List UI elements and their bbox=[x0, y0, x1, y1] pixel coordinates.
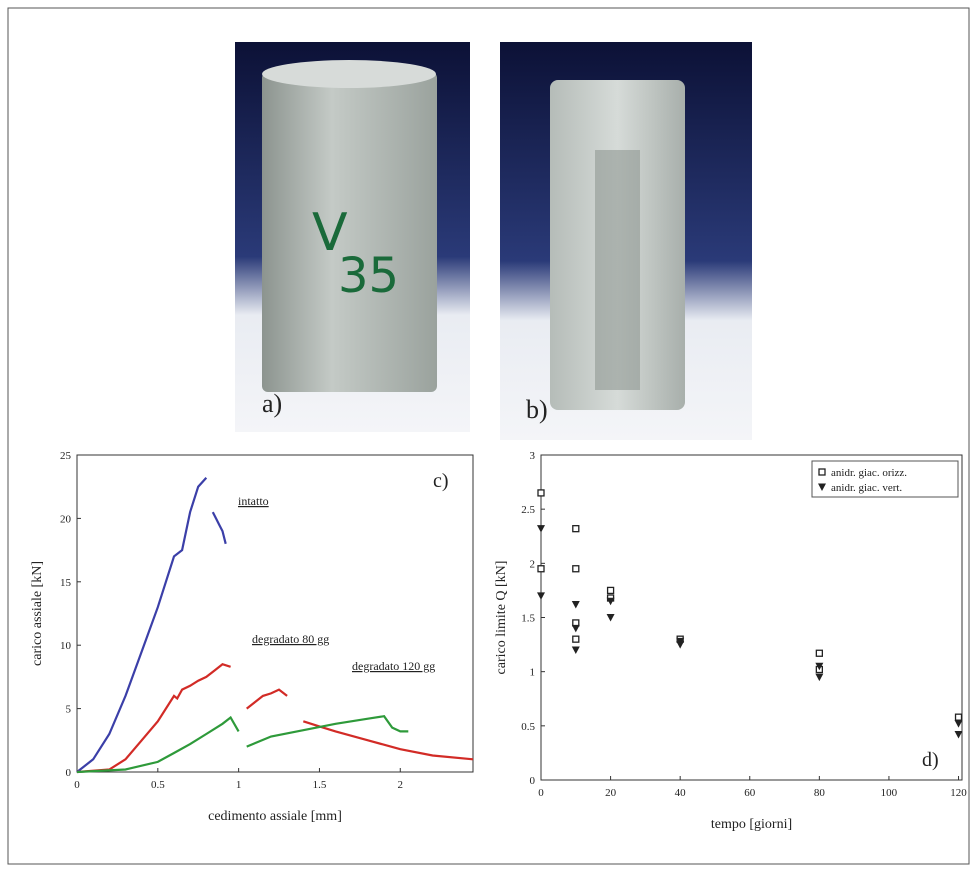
legend bbox=[811, 460, 959, 498]
x-tick-label: 120 bbox=[950, 787, 967, 799]
x-tick-label: 80 bbox=[814, 787, 826, 799]
x-tick-label: 0 bbox=[538, 787, 544, 799]
y-tick-label: 0 bbox=[66, 767, 72, 779]
y-tick-label: 2 bbox=[530, 558, 536, 570]
panel-label: d) bbox=[922, 749, 939, 771]
x-tick-label: 20 bbox=[605, 787, 617, 799]
y-tick-label: 2.5 bbox=[521, 504, 535, 516]
y-tick-label: 1 bbox=[530, 667, 536, 679]
y-axis-label: carico assiale [kN] bbox=[30, 561, 45, 666]
data-line bbox=[76, 477, 227, 773]
svg-text:V: V bbox=[312, 203, 348, 263]
y-tick-label: 0 bbox=[530, 775, 536, 787]
panel-label: b) bbox=[526, 395, 548, 424]
y-tick-label: 20 bbox=[60, 513, 72, 525]
plot-area bbox=[76, 454, 474, 773]
point bbox=[572, 635, 580, 643]
panel-label: c) bbox=[433, 470, 449, 492]
x-axis-label: cedimento assiale [mm] bbox=[208, 809, 342, 824]
point bbox=[606, 586, 615, 595]
point bbox=[606, 614, 615, 622]
y-tick-label: 0.5 bbox=[521, 721, 535, 733]
annotation: degradato 120 gg bbox=[352, 659, 435, 673]
photo-b bbox=[500, 42, 752, 440]
y-tick-label: 3 bbox=[530, 450, 536, 462]
x-tick-label: 40 bbox=[675, 787, 687, 799]
legend-marker bbox=[818, 468, 826, 476]
point bbox=[571, 601, 580, 609]
point bbox=[537, 489, 545, 497]
panel-label: a) bbox=[262, 389, 282, 418]
point bbox=[606, 597, 615, 606]
point bbox=[571, 646, 580, 654]
x-axis-label: tempo [giorni] bbox=[711, 817, 792, 832]
y-tick-label: 25 bbox=[60, 450, 72, 462]
x-tick-label: 1 bbox=[236, 779, 242, 791]
point bbox=[954, 720, 963, 728]
frame bbox=[7, 7, 970, 865]
point bbox=[815, 649, 823, 657]
point bbox=[954, 731, 963, 739]
annotation: intatto bbox=[238, 494, 269, 508]
point bbox=[571, 624, 580, 633]
point bbox=[537, 525, 545, 533]
y-tick-label: 1.5 bbox=[521, 613, 535, 625]
y-tick-label: 15 bbox=[60, 577, 72, 589]
x-tick-label: 0 bbox=[74, 779, 80, 791]
legend-marker bbox=[818, 483, 826, 491]
legend-label: anidr. giac. orizz. bbox=[831, 467, 907, 479]
x-tick-label: 100 bbox=[881, 787, 898, 799]
x-tick-label: 1.5 bbox=[313, 779, 327, 791]
y-axis-label: carico limite Q [kN] bbox=[494, 561, 509, 675]
data-line bbox=[76, 715, 409, 774]
point bbox=[815, 662, 824, 671]
svg-text:35: 35 bbox=[338, 248, 399, 304]
y-tick-label: 5 bbox=[66, 704, 72, 716]
x-tick-label: 60 bbox=[744, 787, 756, 799]
legend-label: anidr. giac. vert. bbox=[831, 482, 902, 494]
point bbox=[954, 713, 963, 721]
point bbox=[815, 673, 824, 682]
point bbox=[537, 592, 545, 600]
x-tick-label: 2 bbox=[398, 779, 404, 791]
y-tick-label: 10 bbox=[60, 640, 72, 652]
point bbox=[676, 641, 685, 649]
point bbox=[537, 565, 545, 573]
photo-a: V 35 bbox=[235, 42, 470, 432]
x-tick-label: 0.5 bbox=[151, 779, 165, 791]
annotation: degradato 80 gg bbox=[252, 632, 329, 646]
point bbox=[572, 565, 580, 573]
point bbox=[572, 525, 580, 533]
